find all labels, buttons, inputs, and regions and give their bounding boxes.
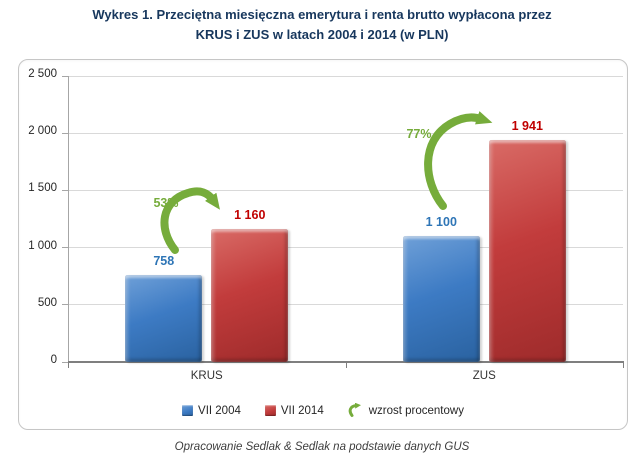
bar-zus-vii-2014 xyxy=(488,139,566,362)
legend-item-vii-2014: VII 2014 xyxy=(264,404,324,417)
x-axis-tick xyxy=(68,363,69,368)
gridline xyxy=(68,189,623,191)
y-axis-tick-label: 1 000 xyxy=(28,239,57,252)
chart-title: Wykres 1. Przeciętna miesięczna emerytur… xyxy=(0,5,644,45)
bar-krus-vii-2014 xyxy=(211,229,289,362)
y-axis-tick-label: 2 500 xyxy=(28,68,57,80)
y-axis-tick-label: 1 500 xyxy=(28,182,57,195)
legend-item-vii-2004: VII 2004 xyxy=(182,405,241,417)
growth-arrow-icon xyxy=(348,403,361,417)
legend-swatch-blue xyxy=(182,405,194,416)
bar-value-label-krus-vii-2014: 1 160 xyxy=(234,208,266,223)
y-axis-tick xyxy=(62,247,68,249)
legend-item-growth: wzrost procentowy xyxy=(348,403,464,418)
x-axis-line xyxy=(68,361,624,363)
bar-krus-vii-2004 xyxy=(125,275,203,362)
source-caption: Opracowanie Sedlak & Sedlak na podstawie… xyxy=(174,441,470,453)
y-axis-tick xyxy=(62,132,68,134)
legend-label-vii-2004: VII 2004 xyxy=(198,404,241,417)
gridline xyxy=(68,75,623,77)
plot-area: 0 500 1 000 1 500 2 000 2 500 KRUS 758 1 160 ZUS 1… xyxy=(19,60,627,429)
legend-label-growth: wzrost procentowy xyxy=(368,404,464,417)
bar-zus-vii-2004 xyxy=(402,236,480,362)
x-axis-category-label: ZUS xyxy=(472,370,496,382)
legend-swatch-red xyxy=(264,405,276,416)
y-axis-tick xyxy=(62,304,68,306)
gridline xyxy=(68,247,623,249)
gridline xyxy=(68,304,623,306)
y-axis-tick xyxy=(62,189,68,191)
bar-value-label-zus-vii-2004: 1 100 xyxy=(425,215,457,230)
bar-value-label-zus-vii-2014: 1 941 xyxy=(511,118,543,133)
y-axis-tick-label: 500 xyxy=(37,296,57,309)
legend-label-vii-2014: VII 2014 xyxy=(280,404,324,417)
y-axis-tick-label: 2 000 xyxy=(28,125,57,138)
x-axis-tick xyxy=(623,363,624,368)
y-axis-tick xyxy=(62,361,68,363)
chart-title-line1: Wykres 1. Przeciętna miesięczna emerytur… xyxy=(92,7,552,22)
growth-percent-zus: 77% xyxy=(406,127,432,141)
y-axis-tick xyxy=(62,75,68,77)
y-axis-tick-label: 0 xyxy=(50,354,57,366)
growth-percent-krus: 53% xyxy=(153,196,179,210)
y-axis-line xyxy=(68,76,69,362)
x-axis-category-label: KRUS xyxy=(190,370,223,382)
gridline xyxy=(68,132,623,134)
legend: VII 2004 VII 2014 wzrost procentowy xyxy=(19,403,627,418)
chart-title-line2: KRUS i ZUS w latach 2004 i 2014 (w PLN) xyxy=(195,27,449,42)
bar-value-label-krus-vii-2004: 758 xyxy=(153,254,175,269)
chart-panel: 0 500 1 000 1 500 2 000 2 500 KRUS 758 1 160 ZUS 1… xyxy=(18,59,628,430)
x-axis-tick xyxy=(345,363,347,368)
